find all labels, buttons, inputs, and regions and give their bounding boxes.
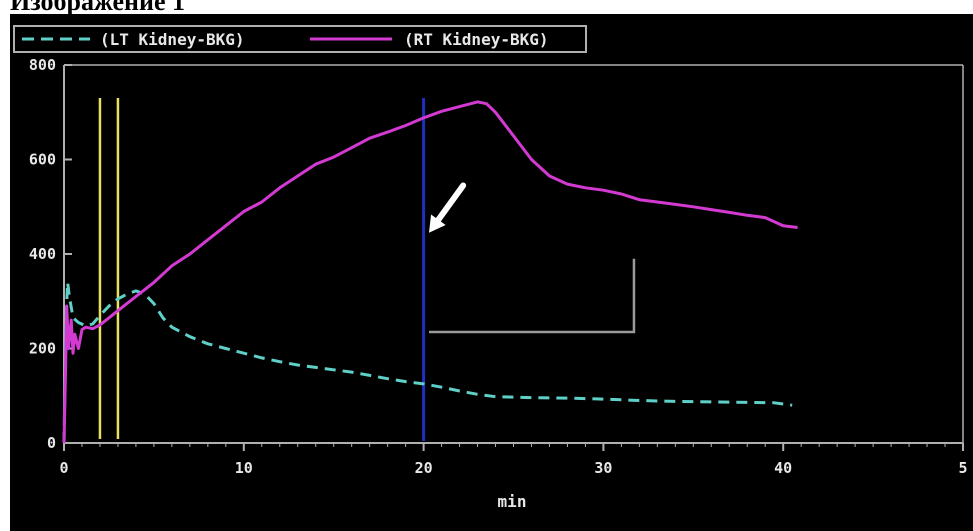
legend-box bbox=[13, 25, 587, 53]
arrow-shaft bbox=[435, 182, 467, 223]
x-tick-label: 30 bbox=[594, 459, 612, 477]
y-tick-label: 400 bbox=[29, 245, 56, 263]
x-tick-label: 20 bbox=[415, 459, 433, 477]
page-heading: Изображение 1 bbox=[10, 0, 186, 16]
arrow-head bbox=[428, 214, 446, 233]
x-tick-label: 5 bbox=[958, 459, 967, 477]
y-tick-label: 800 bbox=[29, 56, 56, 74]
x-axis-label: min bbox=[498, 492, 527, 511]
y-tick-label: 200 bbox=[29, 340, 56, 358]
renogram-chart-frame bbox=[10, 14, 973, 531]
gray-bracket bbox=[428, 258, 636, 334]
rt-kidney-series-line bbox=[62, 100, 798, 444]
x-tick-label: 10 bbox=[235, 459, 253, 477]
x-tick-label: 40 bbox=[774, 459, 792, 477]
legend-lt-label: (LT Kidney-BKG) bbox=[100, 30, 245, 49]
x-tick-label: 0 bbox=[59, 459, 68, 477]
y-tick-label: 600 bbox=[29, 151, 56, 169]
lt-kidney-series-line bbox=[62, 280, 793, 444]
y-tick-label: 0 bbox=[47, 434, 56, 452]
legend-rt-label: (RT Kidney-BKG) bbox=[404, 30, 549, 49]
